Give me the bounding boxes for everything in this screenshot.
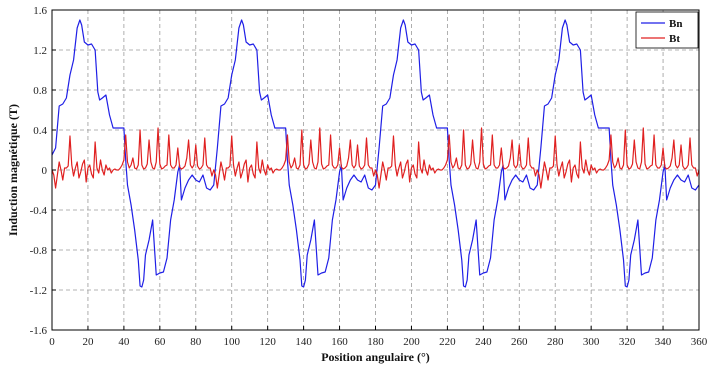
y-tick-label: 1.6 <box>33 5 47 17</box>
x-tick-label: 220 <box>439 336 456 348</box>
x-tick-label: 260 <box>511 336 528 348</box>
x-tick-label: 280 <box>547 336 564 348</box>
x-tick-label: 320 <box>619 336 636 348</box>
x-tick-label: 20 <box>82 336 94 348</box>
series-line-bn <box>51 19 700 288</box>
x-tick-label: 360 <box>691 336 708 348</box>
x-tick-label: 160 <box>331 336 348 348</box>
legend-box <box>635 11 699 49</box>
y-tick-label: 1.2 <box>33 45 47 57</box>
x-tick-label: 0 <box>49 336 55 348</box>
x-tick-label: 100 <box>223 336 240 348</box>
y-tick-labels: -1.6 -1.2 -0.8 -0.4 0 0.4 0.8 1.2 1.6 <box>30 5 56 337</box>
y-axis-label: Induction magnétique (T) <box>6 104 20 236</box>
x-tick-label: 300 <box>583 336 600 348</box>
x-tick-label: 80 <box>190 336 202 348</box>
x-tick-label: 240 <box>475 336 492 348</box>
y-tick-label: 0 <box>42 165 48 177</box>
x-tick-label: 120 <box>259 336 276 348</box>
series-layer <box>51 19 700 288</box>
grid <box>52 10 699 330</box>
x-tick-label: 40 <box>118 336 130 348</box>
legend: Bn Bt <box>635 11 699 49</box>
x-tick-label: 140 <box>295 336 312 348</box>
x-tick-label: 60 <box>154 336 166 348</box>
y-tick-label: 0.8 <box>33 85 47 97</box>
x-tick-labels: 0 20 40 60 80 100 120 140 160 180 200 220 240 260 280 3… <box>49 326 708 348</box>
y-tick-label: -0.8 <box>30 245 48 257</box>
x-tick-label: 340 <box>655 336 672 348</box>
legend-label-bt: Bt <box>669 33 680 45</box>
series-line-bt <box>51 127 700 189</box>
y-tick-label: -1.2 <box>30 285 47 297</box>
legend-label-bn: Bn <box>669 18 682 30</box>
x-axis-label: Position angulaire (°) <box>321 350 430 364</box>
x-tick-label: 180 <box>367 336 384 348</box>
x-tick-label: 200 <box>403 336 420 348</box>
y-tick-label: -0.4 <box>30 205 48 217</box>
y-tick-label: 0.4 <box>33 125 47 137</box>
y-tick-label: -1.6 <box>30 325 48 337</box>
